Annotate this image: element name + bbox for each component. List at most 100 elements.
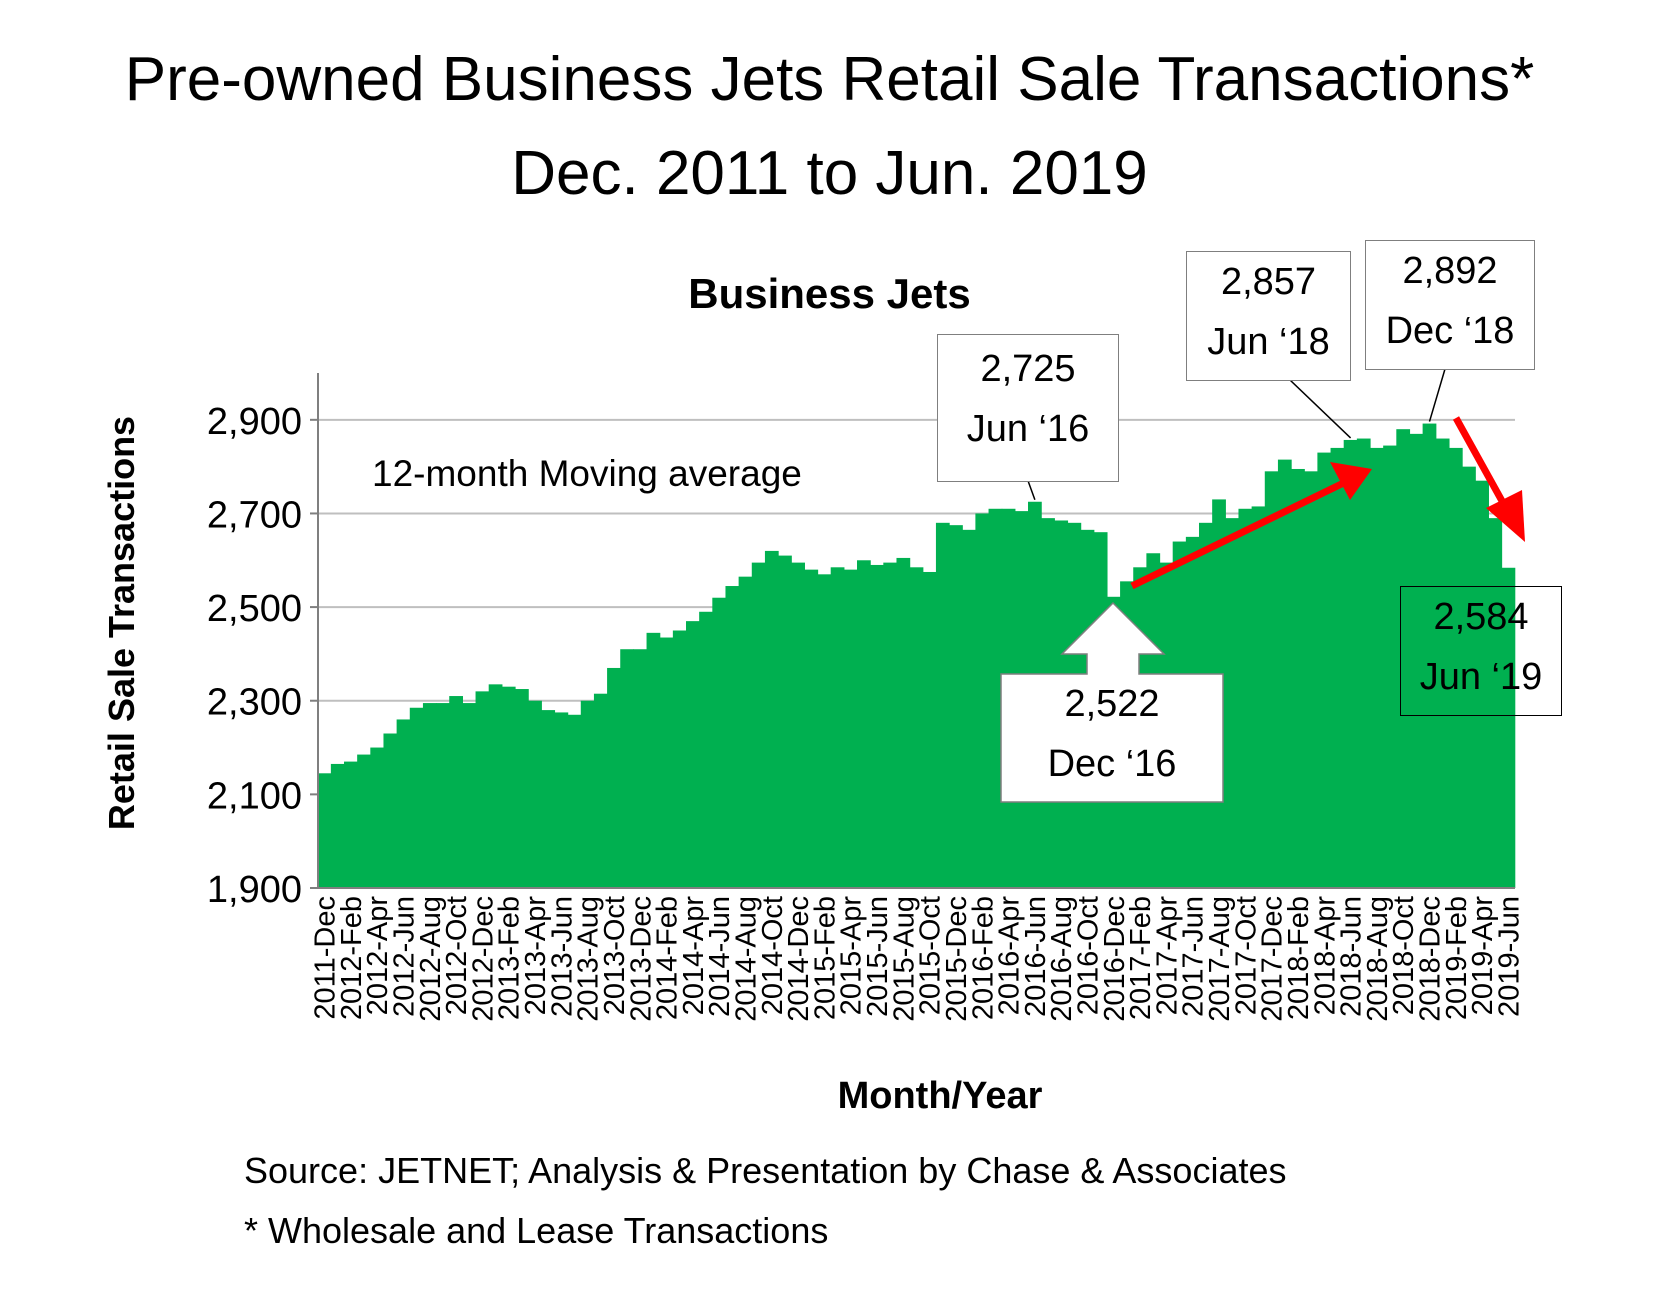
x-tick-label: 2015-Oct [915, 896, 947, 1015]
x-tick-label: 2014-Dec [783, 896, 815, 1022]
data-bar-2019-Jan [1435, 438, 1450, 888]
callout-value: 2,725 [980, 348, 1076, 390]
callout-value: 2,857 [1220, 261, 1317, 303]
data-bar-2019-Mar [1462, 466, 1476, 888]
x-tick-label: 2012-Aug [415, 896, 447, 1022]
y-tick-label: 1,900 [207, 869, 302, 911]
x-tick-label: 2016-Dec [1099, 896, 1131, 1022]
x-tick-label: 2019-Jun [1493, 896, 1525, 1017]
y-tick-label: 2,300 [207, 682, 302, 724]
data-bar-2014-Jan [646, 632, 661, 888]
data-bar-2015-Apr [843, 569, 858, 888]
data-bar-2013-May [541, 710, 556, 888]
callout-date: Jun ‘19 [1419, 656, 1543, 698]
x-tick-label: 2016-Aug [1046, 896, 1078, 1022]
callout-jun-2019: 2,584 Jun ‘19 [1400, 586, 1562, 716]
y-tick-label: 2,100 [207, 775, 302, 817]
x-axis-label: Month/Year [837, 1075, 1043, 1117]
callout-dec-2016: 2,522 Dec ‘16 [1001, 674, 1223, 802]
x-tick-label: 2012-Feb [336, 896, 368, 1020]
data-bar-2018-Jul [1356, 438, 1371, 888]
x-tick-label: 2013-Dec [625, 896, 657, 1022]
x-tick-label: 2016-Oct [1073, 896, 1105, 1015]
callout-value: 2,892 [1402, 250, 1498, 292]
data-bar-2018-Jan [1277, 459, 1292, 888]
data-bar-2012-Jan [330, 763, 345, 888]
x-tick-label: 2018-Jun [1336, 896, 1368, 1017]
callout-date: Dec ‘16 [1047, 743, 1177, 785]
data-bar-2011-Dec [317, 773, 332, 888]
data-bar-2019-May [1488, 518, 1503, 888]
data-bar-2015-Oct [922, 571, 937, 888]
data-bar-2012-Aug [422, 703, 437, 888]
callout-value: 2,584 [1433, 596, 1529, 638]
data-bar-2012-Mar [357, 754, 371, 888]
x-tick-label: 2013-Apr [520, 896, 552, 1016]
rising-trend-arrow [1130, 470, 1366, 590]
callout-leader-line [1428, 368, 1446, 422]
callout-jun-2018: 2,857 Jun ‘18 [1186, 251, 1351, 381]
data-bar-2018-Nov [1409, 433, 1424, 888]
callout-leader-line [1289, 379, 1352, 439]
data-bar-2015-Dec [949, 525, 963, 888]
data-bar-2018-Mar [1304, 471, 1318, 888]
data-bar-2013-Dec [633, 649, 648, 888]
x-tick-label: 2019-Apr [1467, 896, 1499, 1016]
x-tick-label: 2018-Apr [1309, 896, 1341, 1016]
callout-jun-2016: 2,725 Jun ‘16 [937, 334, 1119, 482]
data-bar-2015-Nov [935, 522, 950, 888]
x-tick-label: 2012-Oct [441, 896, 473, 1015]
x-tick-label: 2015-Dec [941, 896, 973, 1022]
x-tick-label: 2014-Aug [731, 896, 763, 1022]
data-bar-2014-Oct [764, 550, 779, 888]
data-bar-2013-Oct [607, 667, 621, 888]
up-arrow-callout [1000, 601, 1224, 803]
data-bar-2014-May [699, 611, 713, 888]
x-tick-label: 2012-Dec [467, 896, 499, 1022]
x-tick-label: 2016-Jun [1020, 896, 1052, 1017]
data-bar-2012-Nov [462, 703, 477, 888]
data-bar-2018-Sep [1383, 445, 1397, 888]
data-bar-2018-Aug [1370, 447, 1384, 888]
data-bar-2013-Feb [501, 686, 516, 888]
data-bar-2014-Jul [725, 586, 740, 888]
x-tick-label: 2012-Apr [362, 896, 394, 1016]
data-bar-2015-Mar [830, 567, 845, 888]
data-bar-2013-Sep [593, 693, 608, 888]
x-tick-label: 2017-Dec [1257, 896, 1289, 1022]
x-tick-label: 2018-Oct [1388, 896, 1420, 1015]
data-bar-2018-May [1330, 447, 1345, 888]
data-bar-2014-Mar [672, 630, 687, 888]
data-bar-2013-Jul [567, 714, 582, 888]
data-bar-2017-Sep [1225, 518, 1240, 888]
data-bar-2012-Apr [370, 747, 385, 888]
x-tick-label: 2011-Dec [310, 896, 342, 1020]
data-bar-2016-Feb [975, 513, 990, 888]
data-bar-2018-Apr [1317, 452, 1332, 888]
chart-title-line-1: Pre-owned Business Jets Retail Sale Tran… [124, 45, 1535, 114]
y-axis-label: Retail Sale Transactions [101, 415, 142, 831]
data-bar-2018-Dec [1422, 423, 1437, 888]
data-bar-2017-Dec [1264, 471, 1279, 888]
up-arrow-shape [1000, 601, 1224, 803]
data-bar-2018-Oct [1396, 429, 1411, 888]
data-bar-2012-Jul [409, 707, 424, 888]
y-tick-label: 2,500 [207, 588, 302, 630]
x-tick-label: 2018-Feb [1283, 896, 1315, 1020]
source-note: Source: JETNET; Analysis & Presentation … [244, 1150, 1287, 1191]
axes [317, 373, 1515, 889]
x-tick-label: 2019-Feb [1441, 896, 1473, 1020]
x-tick-label: 2018-Aug [1362, 896, 1394, 1022]
footnote: * Wholesale and Lease Transactions [244, 1210, 829, 1251]
trend-arrows [1130, 416, 1525, 590]
data-bar-2012-Dec [475, 691, 490, 888]
data-bar-2014-Jun [712, 597, 727, 888]
data-bar-2014-Aug [738, 576, 753, 888]
x-tick-label: 2014-Jun [704, 896, 736, 1017]
callout-date: Dec ‘18 [1385, 310, 1515, 352]
data-bar-2013-Aug [580, 700, 595, 888]
data-bar-2014-Nov [778, 555, 792, 888]
x-tick-label: 2017-Jun [1178, 896, 1210, 1017]
data-bar-2013-Nov [620, 649, 634, 888]
